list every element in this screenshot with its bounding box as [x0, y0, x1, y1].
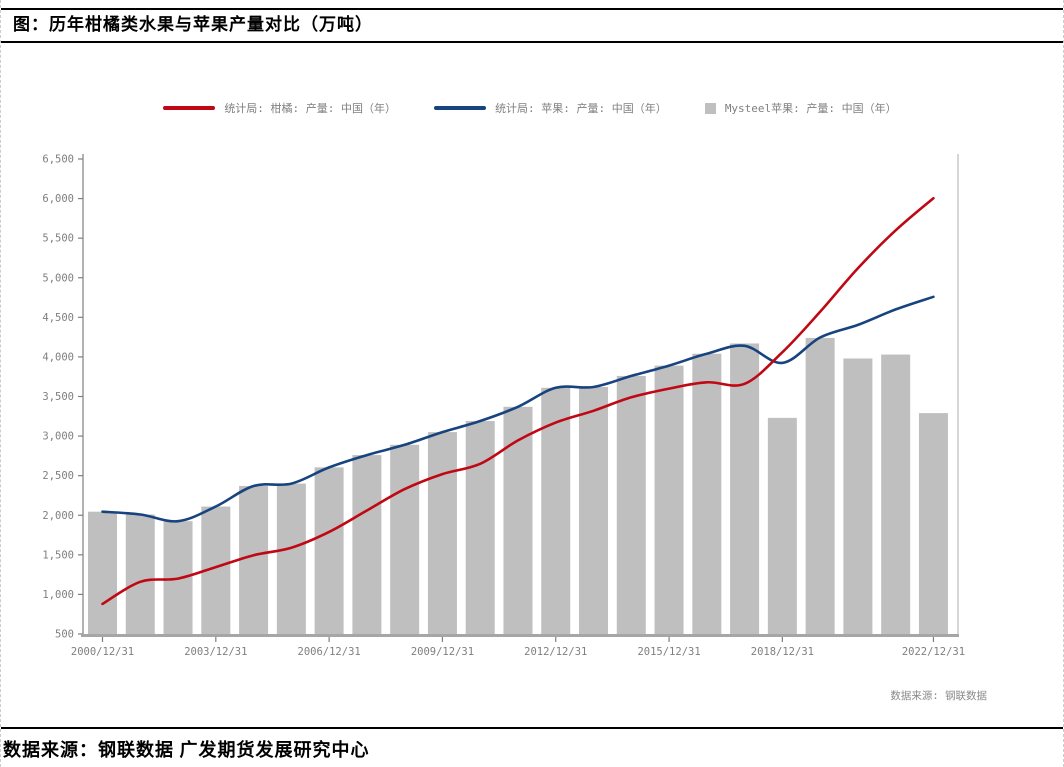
bar-2008 — [390, 444, 420, 634]
figure-title: 图：历年柑橘类水果与苹果产量对比（万吨） — [13, 15, 373, 34]
bar-2020 — [843, 358, 873, 634]
y-tick-label: 5,000 — [42, 272, 74, 284]
bar-2019 — [805, 337, 835, 634]
bar-2011 — [503, 406, 533, 634]
chart-legend: 统计局: 柑橘: 产量: 中国（年） 统计局: 苹果: 产量: 中国（年） My… — [31, 43, 1029, 116]
x-tick-label: 2009/12/31 — [411, 646, 474, 658]
citrus-line — [101, 196, 935, 606]
legend-item-apple-bar: Mysteel苹果: 产量: 中国（年） — [704, 100, 897, 116]
bar-2013 — [579, 387, 609, 634]
title-bar: 图：历年柑橘类水果与苹果产量对比（万吨） — [1, 8, 1063, 43]
y-tick-label: 3,500 — [42, 391, 74, 403]
bar-2000 — [88, 511, 117, 634]
bar-2016 — [692, 353, 722, 634]
y-tick-label: 4,000 — [42, 351, 74, 363]
x-tick-label: 2022/12/31 — [902, 646, 965, 658]
legend-item-apple-line: 统计局: 苹果: 产量: 中国（年） — [434, 100, 667, 116]
chart-plot: 500 1,000 1,500 2,000 2,500 3,000 3,500 4,000 4,… — [42, 154, 965, 659]
bar-2012 — [541, 387, 571, 634]
apple-line — [101, 295, 935, 523]
y-tick-label: 4,500 — [42, 312, 74, 324]
bar-2001 — [125, 514, 155, 634]
footer-source: 数据来源：钢联数据 广发期货发展研究中心 — [1, 727, 1063, 762]
bar-2017 — [730, 343, 760, 634]
y-tick-label: 500 — [55, 629, 74, 641]
legend-label: 统计局: 柑橘: 产量: 中国（年） — [224, 102, 397, 115]
x-tick-label: 2012/12/31 — [524, 646, 587, 658]
x-tick-label: 2000/12/31 — [71, 646, 134, 658]
bar-2021 — [881, 354, 911, 634]
bar-2007 — [352, 455, 382, 634]
bar-2010 — [465, 421, 495, 634]
y-tick-label: 5,500 — [42, 233, 74, 245]
bar-2022 — [918, 413, 948, 634]
bar-2014 — [616, 375, 646, 634]
x-tick-label: 2018/12/31 — [751, 646, 814, 658]
bar-2006 — [314, 467, 344, 634]
y-tick-label: 6,000 — [42, 193, 74, 205]
gray-square-swatch-icon — [704, 102, 716, 114]
y-tick-label: 6,500 — [42, 154, 74, 166]
chart-source-note: 数据来源: 钢联数据 — [890, 690, 987, 702]
y-tick-label: 1,000 — [42, 589, 74, 601]
bar-2009 — [427, 432, 457, 634]
bar-2018 — [767, 417, 797, 634]
x-tick-label: 2015/12/31 — [637, 646, 700, 658]
y-tick-label: 3,000 — [42, 431, 74, 443]
x-tick-label: 2003/12/31 — [184, 646, 247, 658]
red-line-swatch-icon — [163, 106, 216, 110]
y-tick-label: 1,500 — [42, 549, 74, 561]
plot-wrap: 500 1,000 1,500 2,000 2,500 3,000 3,500 4,000 4,… — [31, 129, 1029, 679]
legend-item-citrus: 统计局: 柑橘: 产量: 中国（年） — [163, 100, 396, 116]
bar-2004 — [239, 485, 269, 634]
blue-line-swatch-icon — [434, 106, 487, 110]
bar-2015 — [654, 365, 684, 634]
bar-2005 — [276, 483, 306, 634]
chart-region: 统计局: 柑橘: 产量: 中国（年） 统计局: 苹果: 产量: 中国（年） My… — [31, 43, 1029, 727]
legend-label: 统计局: 苹果: 产量: 中国（年） — [495, 102, 667, 115]
legend-label: Mysteel苹果: 产量: 中国（年） — [724, 102, 897, 115]
y-tick-label: 2,000 — [42, 510, 74, 522]
y-tick-label: 2,500 — [42, 470, 74, 482]
x-tick-label: 2006/12/31 — [298, 646, 361, 658]
